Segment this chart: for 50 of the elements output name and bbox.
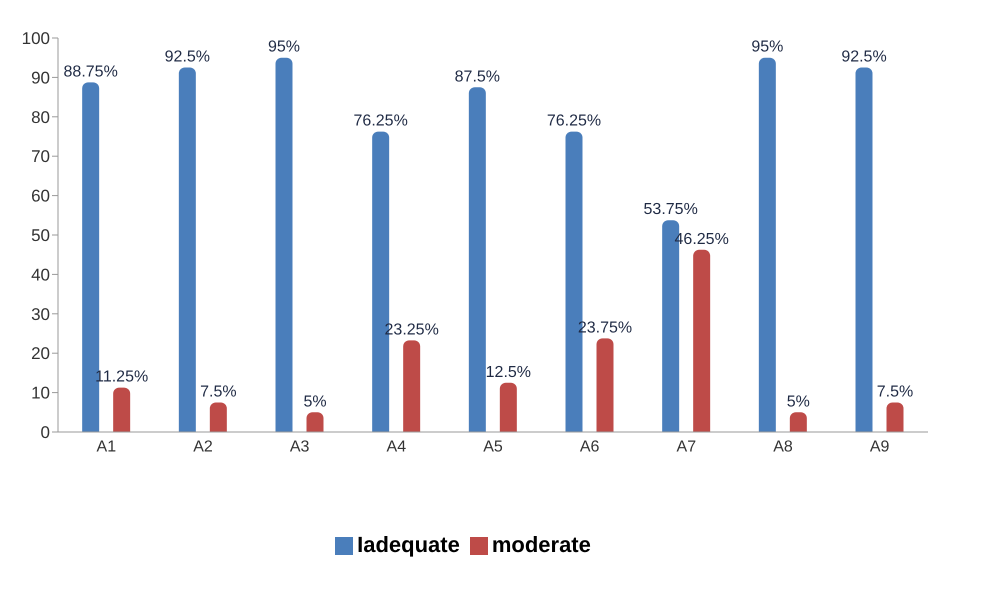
y-tick-label: 90 [31,68,50,88]
x-tick-label: A5 [483,438,503,456]
data-label: 87.5% [454,68,500,86]
data-label: 88.75% [64,63,118,80]
legend-label: Iadequate [357,532,460,557]
bar [596,338,614,432]
bar [886,402,904,432]
data-label: 76.25% [546,112,602,130]
data-label: 95% [268,38,300,56]
bar [403,340,420,432]
data-label: 5% [303,393,327,410]
x-tick-label: A9 [870,438,890,456]
y-tick-label: 80 [31,108,50,127]
bar [500,382,517,432]
bar [178,68,196,432]
x-tick-label: A8 [773,438,793,456]
data-label: 53.75% [644,201,698,218]
y-tick-label: 40 [31,265,50,284]
x-tick-label: A1 [96,438,116,456]
data-label: 7.5% [200,383,237,400]
bar [758,58,776,432]
data-label: 92.5% [841,48,887,66]
bar [693,250,710,432]
bar [856,68,872,432]
y-tick-label: 10 [31,384,50,403]
x-tick-label: A4 [386,438,406,456]
x-tick-label: A6 [580,438,600,456]
x-tick-label: A2 [193,438,213,456]
bar [210,402,227,432]
data-label: 12.5% [486,364,532,381]
y-tick-label: 0 [40,423,50,442]
x-tick-label: A3 [290,438,310,456]
bar [306,412,324,432]
data-label: 76.25% [354,112,408,130]
bar [468,87,486,432]
data-label: 92.5% [164,48,210,66]
data-label: 95% [751,38,784,56]
data-label: 5% [786,393,810,410]
legend-label: moderate [492,532,591,557]
y-tick-label: 50 [31,226,50,246]
y-tick-label: 60 [31,186,50,206]
bar [276,58,292,432]
y-tick-label: 20 [31,344,50,364]
x-tick-label: A7 [676,438,696,456]
y-tick-label: 100 [22,29,50,48]
data-label: 7.5% [876,383,914,400]
y-tick-label: 70 [31,147,50,166]
bar [113,388,130,432]
bar [790,412,807,432]
y-tick-label: 30 [31,304,50,324]
